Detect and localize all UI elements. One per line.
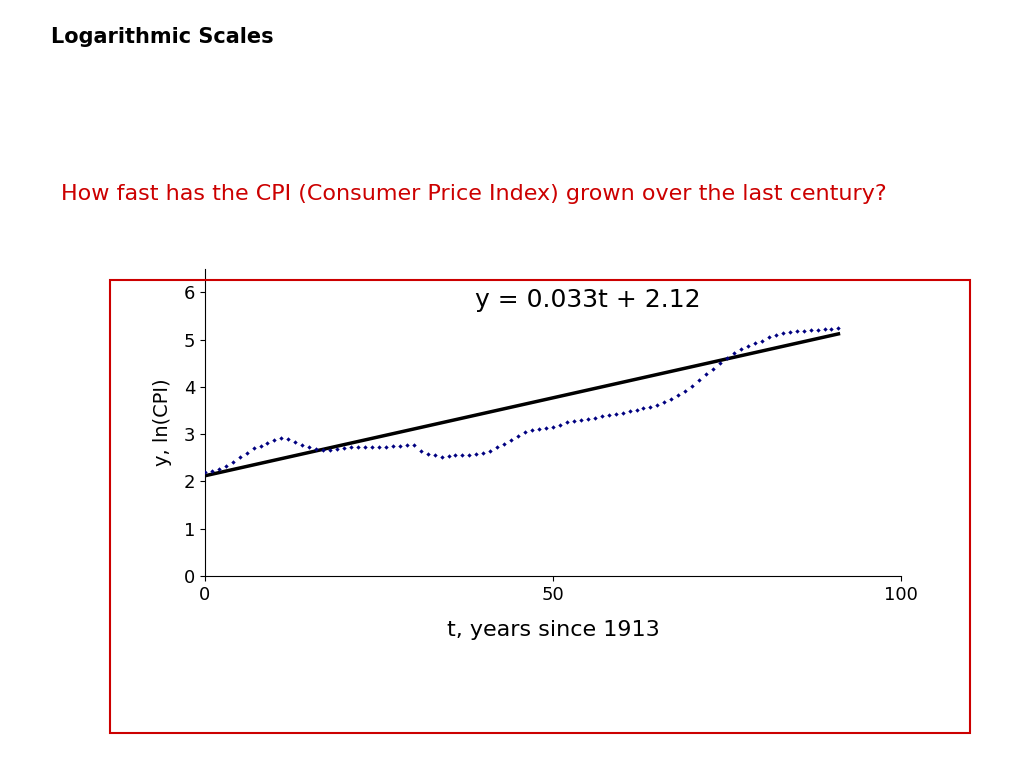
Point — [406, 439, 422, 452]
Point — [517, 426, 534, 439]
Point — [224, 456, 241, 468]
Point — [301, 442, 317, 454]
Text: y = 0.033t + 2.12: y = 0.033t + 2.12 — [475, 288, 700, 312]
Point — [607, 408, 624, 420]
Point — [503, 434, 519, 446]
Point — [712, 357, 728, 369]
Point — [294, 439, 310, 451]
Point — [433, 451, 450, 463]
Point — [378, 440, 394, 452]
Point — [572, 414, 589, 426]
Point — [385, 440, 401, 452]
Point — [273, 432, 290, 445]
Point — [809, 323, 825, 336]
Point — [364, 441, 380, 453]
Point — [530, 422, 547, 435]
Point — [754, 335, 770, 347]
Point — [524, 424, 541, 436]
Point — [246, 442, 262, 455]
Point — [281, 433, 297, 445]
Point — [649, 399, 666, 411]
Point — [322, 444, 338, 456]
Point — [371, 441, 387, 453]
Point — [816, 323, 833, 336]
Point — [670, 389, 686, 401]
Point — [398, 439, 415, 452]
Point — [803, 324, 819, 336]
Point — [211, 462, 227, 475]
Point — [629, 403, 645, 415]
Point — [600, 409, 616, 421]
Point — [677, 385, 693, 397]
Point — [455, 449, 471, 461]
Point — [684, 380, 700, 392]
Point — [781, 326, 798, 338]
Point — [447, 449, 464, 462]
Text: Logarithmic Scales: Logarithmic Scales — [51, 27, 273, 47]
Point — [538, 422, 554, 434]
Point — [287, 436, 303, 449]
Point — [266, 434, 283, 446]
Point — [656, 396, 673, 409]
Point — [482, 445, 499, 458]
Point — [691, 374, 708, 386]
Point — [343, 442, 359, 454]
Point — [796, 325, 812, 337]
Point — [788, 325, 805, 337]
Point — [420, 448, 436, 460]
Point — [329, 443, 345, 455]
Point — [391, 439, 408, 452]
Point — [489, 442, 506, 454]
Point — [239, 447, 255, 459]
Point — [830, 322, 847, 334]
Point — [768, 329, 784, 341]
Point — [315, 444, 332, 456]
Y-axis label: y, ln(CPI): y, ln(CPI) — [154, 379, 172, 466]
Point — [594, 410, 610, 422]
Point — [635, 402, 651, 415]
Point — [496, 438, 512, 450]
Point — [565, 415, 582, 428]
Point — [622, 405, 638, 417]
Point — [426, 449, 442, 462]
Point — [356, 441, 373, 453]
Point — [642, 401, 658, 413]
Point — [231, 452, 248, 464]
Point — [461, 449, 477, 461]
Point — [336, 442, 352, 455]
Point — [705, 362, 721, 375]
Point — [746, 337, 763, 349]
Point — [552, 419, 568, 431]
Point — [726, 347, 742, 359]
Point — [350, 441, 367, 453]
Point — [580, 413, 596, 425]
Point — [259, 436, 275, 449]
X-axis label: t, years since 1913: t, years since 1913 — [446, 621, 659, 641]
Point — [823, 323, 840, 335]
Point — [698, 368, 715, 380]
Point — [664, 392, 680, 405]
Point — [559, 416, 575, 429]
Point — [614, 407, 631, 419]
Point — [217, 460, 233, 472]
Point — [719, 352, 735, 364]
Point — [739, 339, 756, 352]
Point — [475, 447, 492, 459]
Point — [308, 443, 325, 455]
Point — [545, 421, 561, 433]
Point — [252, 439, 268, 452]
Point — [587, 412, 603, 424]
Point — [204, 465, 220, 477]
Point — [413, 445, 429, 457]
Text: How fast has the CPI (Consumer Price Index) grown over the last century?: How fast has the CPI (Consumer Price Ind… — [61, 184, 887, 204]
Point — [468, 448, 484, 460]
Point — [733, 343, 750, 356]
Point — [440, 450, 457, 462]
Point — [761, 331, 777, 343]
Point — [197, 466, 213, 478]
Point — [774, 327, 791, 339]
Point — [510, 430, 526, 442]
